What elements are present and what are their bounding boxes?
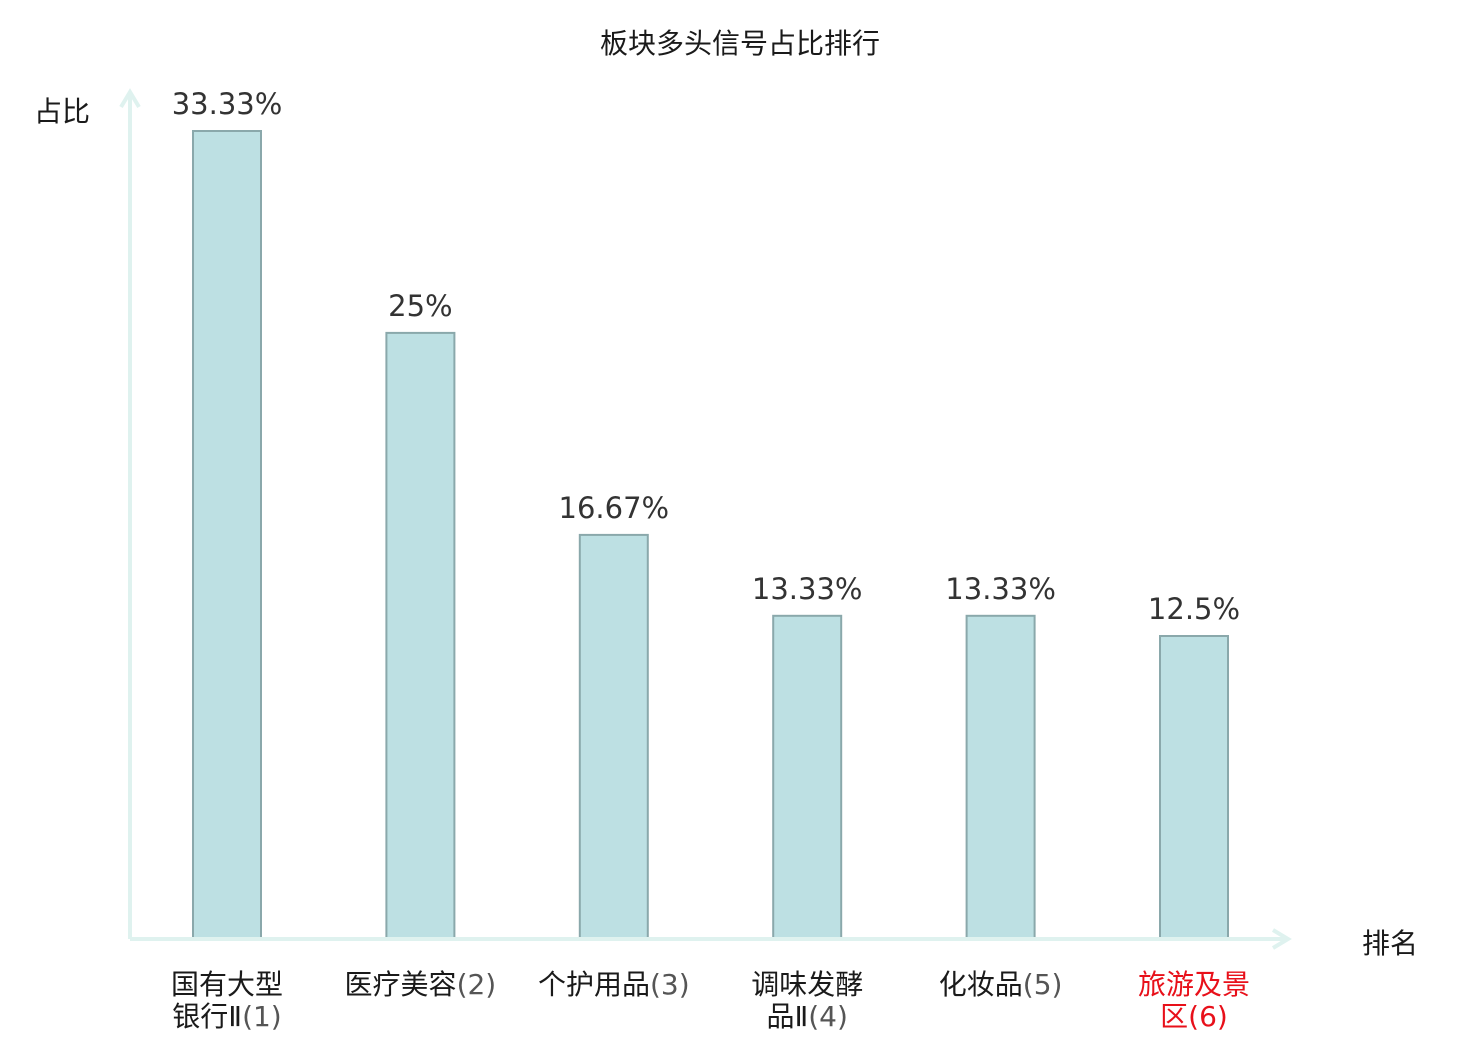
- chart-title: 板块多头信号占比排行: [599, 27, 880, 60]
- x-tick-label: 国有大型银行Ⅱ(1): [171, 968, 283, 1033]
- bar: [192, 130, 262, 940]
- data-label: 25%: [388, 289, 452, 323]
- bar: [772, 614, 843, 940]
- data-label: 33.33%: [172, 87, 283, 121]
- data-label: 13.33%: [945, 572, 1056, 606]
- bar: [1159, 635, 1229, 940]
- x-tick-label: 医疗美容(2): [345, 968, 497, 1001]
- bar: [385, 331, 456, 940]
- x-axis-label: 排名: [1362, 927, 1419, 960]
- x-tick-label: 化妆品(5): [939, 968, 1063, 1001]
- x-tick-label: 旅游及景区(6): [1138, 968, 1250, 1033]
- bar: [965, 614, 1036, 940]
- data-label: 13.33%: [752, 572, 863, 606]
- data-label: 12.5%: [1148, 592, 1240, 626]
- data-label: 16.67%: [559, 491, 670, 525]
- y-axis-label: 占比: [34, 95, 91, 128]
- y-axis-arrow: [119, 88, 141, 109]
- x-tick-label: 调味发酵品Ⅱ(4): [751, 968, 863, 1033]
- x-axis-arrow: [1271, 928, 1292, 950]
- x-tick-label: 个护用品(3): [538, 968, 690, 1001]
- bar: [578, 533, 649, 941]
- bars-group: 33.33% 国有大型银行Ⅱ(1) 25% 医疗美容(2) 16.67% 个护用品(3) 1…: [171, 87, 1250, 1033]
- axes-group: [119, 88, 1292, 950]
